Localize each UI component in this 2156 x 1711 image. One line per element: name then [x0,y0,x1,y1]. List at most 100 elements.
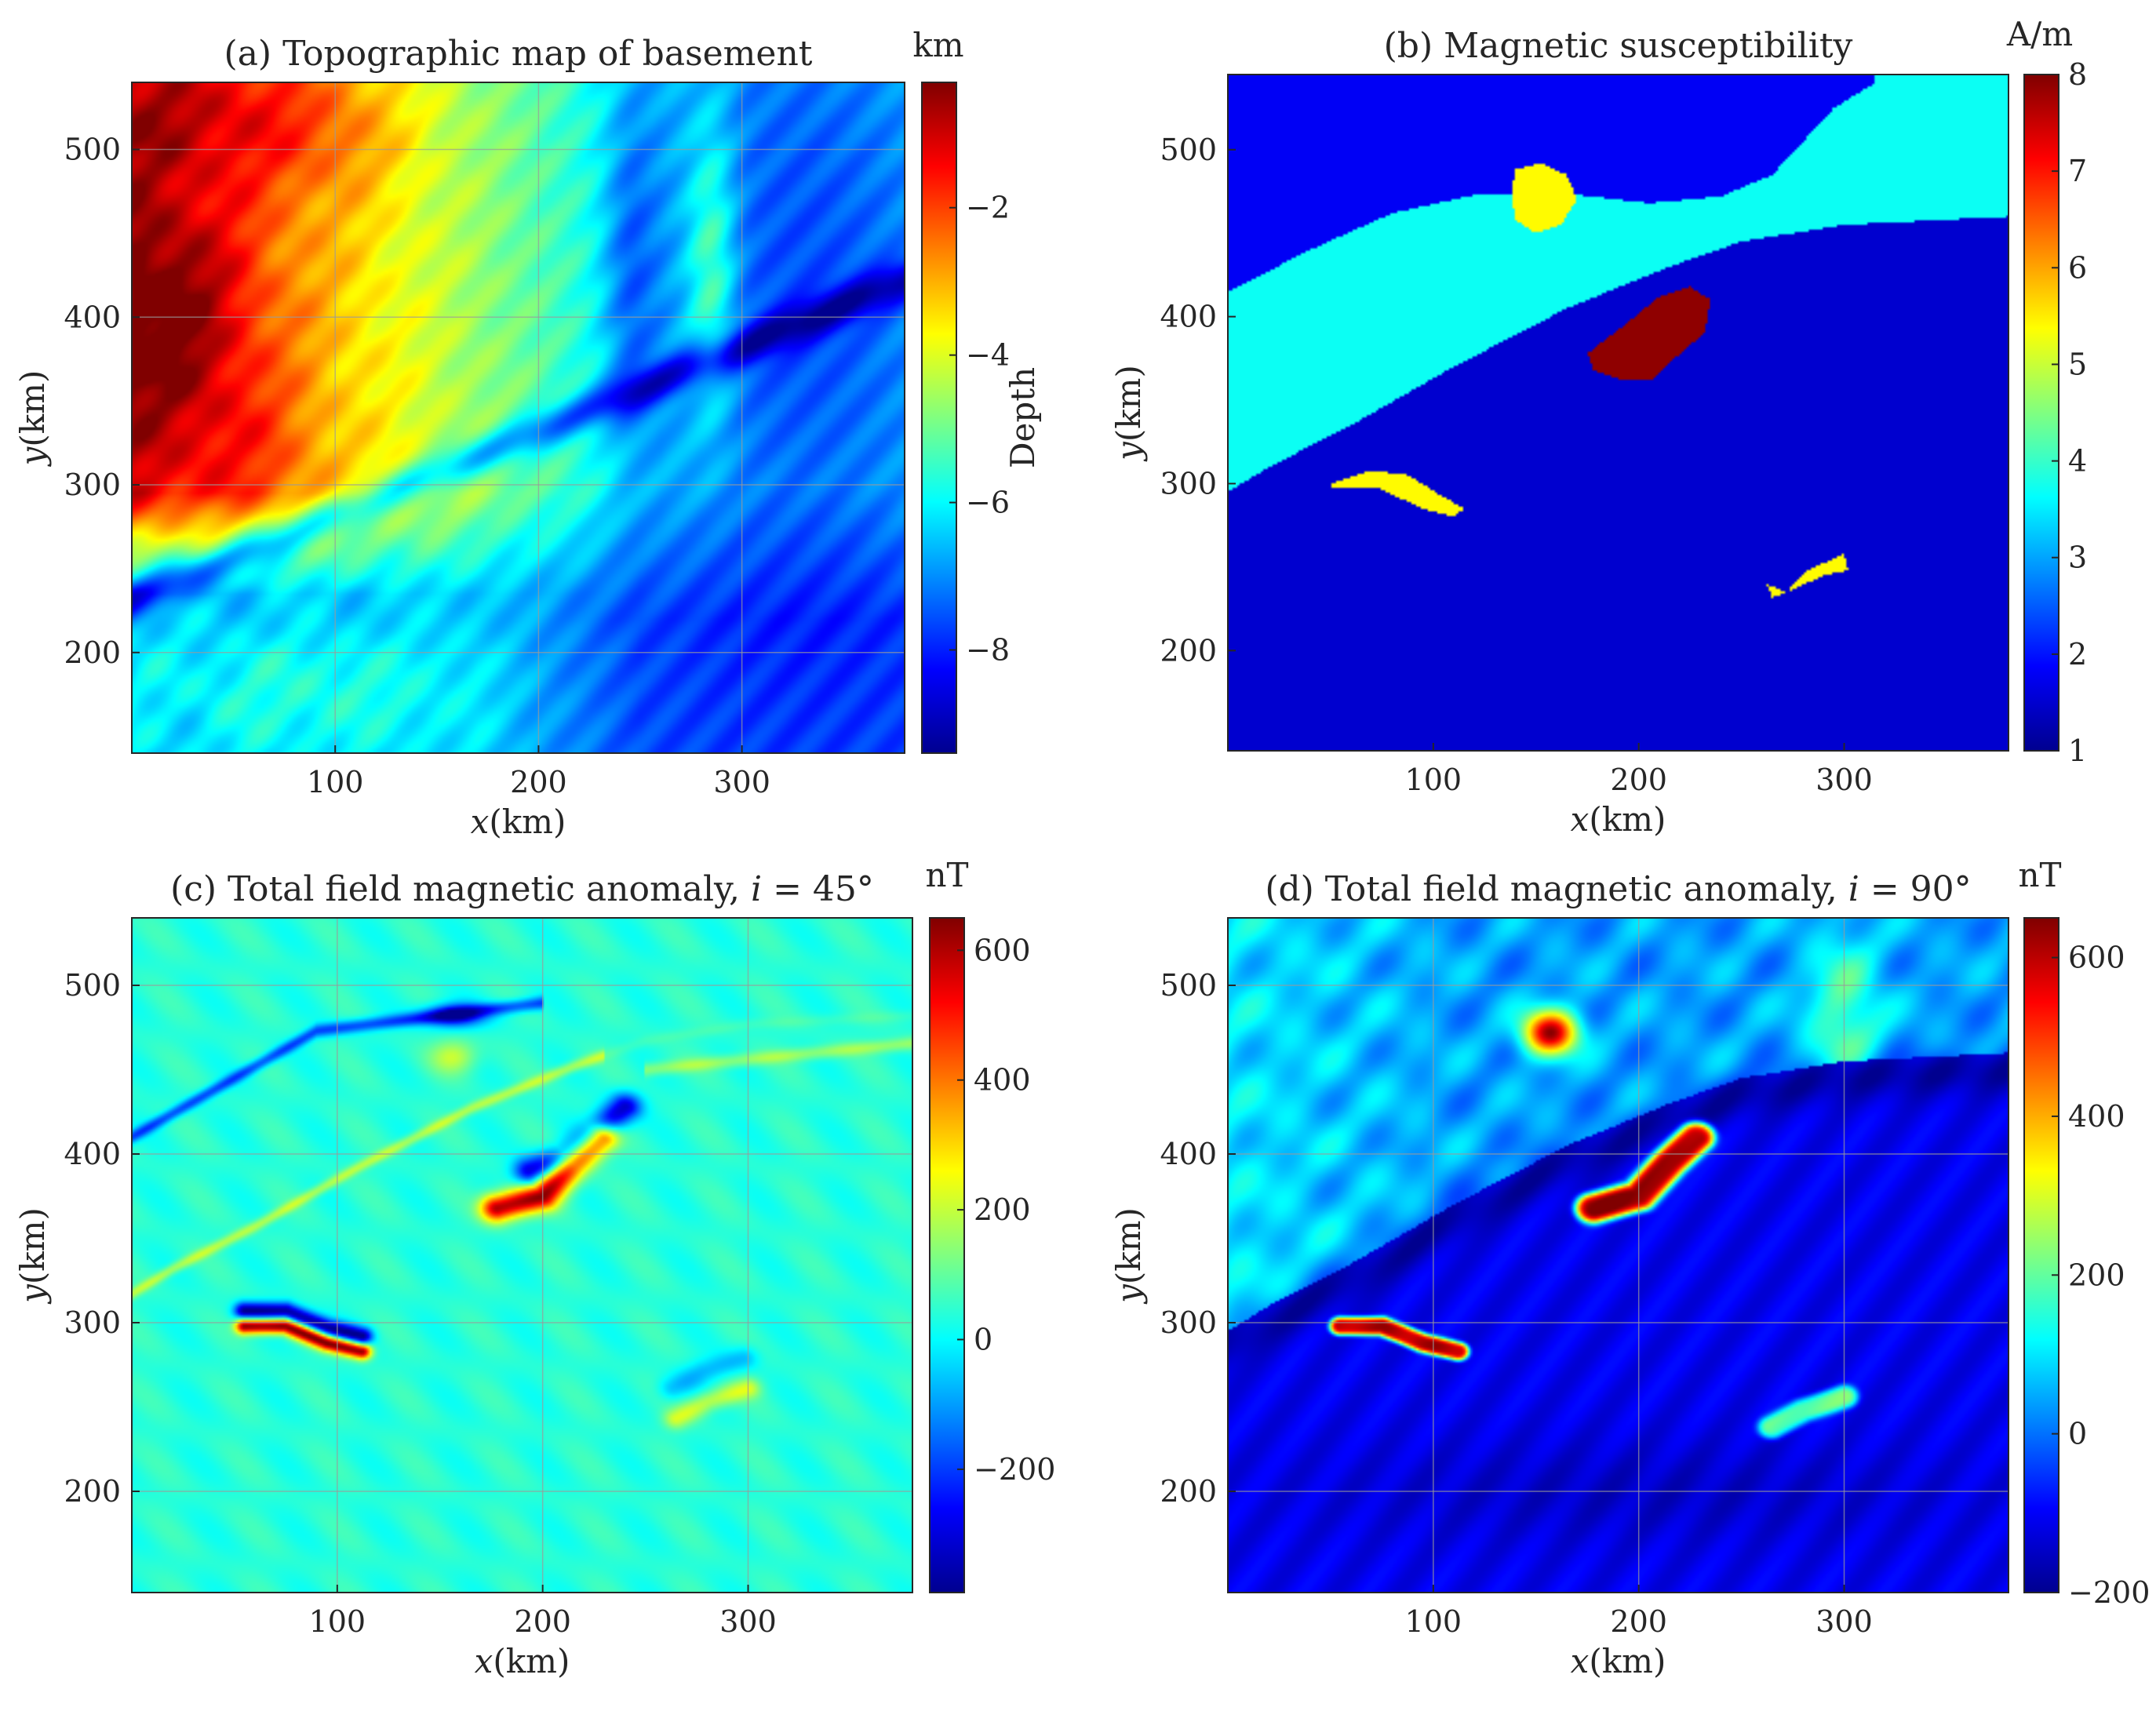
x-tick-label: 100 [1405,1604,1462,1639]
x-axis-label-var: x [1571,1642,1590,1680]
x-axis-label-unit: (km) [489,803,566,841]
y-axis-label-unit: (km) [1109,1207,1148,1284]
heatmap-b [1228,75,2009,751]
colorbar-tick-label: −200 [974,1452,1055,1487]
x-tick-label: 200 [514,1604,571,1639]
y-axis-label-c: y(km) [13,1207,52,1305]
x-tick-label: 200 [510,765,567,799]
title-math-var: i [1848,869,1859,909]
title-math-eq: = 45° [762,869,874,909]
x-tick-label: 200 [1610,763,1667,797]
y-axis-label-var: y [1109,1283,1148,1305]
colorbar-tick-label: 400 [2068,1099,2125,1134]
colorbar-tick-label: −2 [966,191,1010,225]
x-axis-label-unit: (km) [1589,800,1666,839]
y-axis-label-var: y [13,446,52,467]
y-axis-label-unit: (km) [13,1207,52,1284]
y-axis-label-a: y(km) [13,370,52,468]
colorbar-tick-label: 5 [2068,347,2087,381]
panel-c: 100 200 300 200 300 400 500 (c) Total field mag… [13,856,1055,1680]
axes-frame-d [1227,917,2009,1593]
x-axis-label-unit: (km) [493,1642,570,1680]
y-tick-label: 300 [64,1305,121,1340]
axes-frame-a [131,82,905,754]
y-tick-label: 200 [64,635,121,670]
y-tick-label: 400 [64,300,121,334]
chart-title-c: (c) Total field magnetic anomaly, i = 45… [170,869,874,909]
colorbar-tick-label: 600 [2068,941,2125,975]
x-tick-label: 300 [713,765,770,799]
x-tick-label: 100 [307,765,364,799]
colorbar-tick-label: 1 [2068,734,2087,768]
colorbar-tick-label: −6 [966,486,1010,520]
title-math-var: i [751,869,762,909]
heatmap-d [1228,918,2009,1593]
x-axis-label-var: x [1571,800,1590,839]
title-text: (c) Total field magnetic anomaly, [170,869,751,909]
y-axis-label-var: y [1109,441,1148,462]
x-tick-label: 200 [1610,1604,1667,1639]
x-axis-label-var: x [471,803,490,841]
y-tick-label: 400 [1160,300,1217,334]
colorbar-tick-label: 0 [974,1323,992,1357]
heatmap-a [132,82,905,753]
x-axis-label-b: x(km) [1571,800,1666,839]
y-tick-label: 300 [64,468,121,502]
panel-d: 100 200 300 200 300 400 500 (d) Total field mag… [1109,856,2150,1680]
title-text: (b) Magnetic susceptibility [1384,26,1853,66]
y-tick-label: 300 [1160,466,1217,501]
title-text: (d) Total field magnetic anomaly, [1265,869,1848,909]
colorbar-a [921,82,957,754]
y-tick-label: 500 [64,968,121,1003]
y-axis-label-d: y(km) [1109,1207,1148,1305]
x-tick-label: 300 [1815,1604,1873,1639]
colorbar-tick-label: 200 [2068,1258,2125,1292]
y-tick-label: 200 [1160,1474,1217,1509]
colorbar-tick-label: −8 [966,632,1010,667]
colorbar-tick-label: 7 [2068,154,2087,188]
chart-title-a: (a) Topographic map of basement [224,34,813,74]
colorbar-c [929,917,965,1593]
chart-title-d: (d) Total field magnetic anomaly, i = 90… [1265,869,1971,909]
y-tick-label: 500 [1160,133,1217,167]
panel-a: 100 200 300 200 300 400 500 (a) Topographic map… [13,26,1042,841]
y-axis-label-unit: (km) [13,370,52,447]
y-tick-label: 200 [64,1474,121,1509]
y-tick-label: 500 [64,133,121,167]
y-axis-label-var: y [13,1283,52,1305]
colorbar-tick-label: 0 [2068,1417,2087,1451]
x-tick-label: 100 [1405,763,1462,797]
x-tick-label: 300 [1815,763,1873,797]
colorbar-unit-c: nT [925,856,968,894]
x-tick-label: 300 [719,1604,777,1639]
x-axis-label-c: x(km) [475,1642,570,1680]
colorbar-unit-d: nT [2018,856,2061,894]
colorbar-d [2023,917,2059,1593]
x-axis-label-unit: (km) [1589,1642,1666,1680]
colorbar-b [2023,74,2059,752]
y-tick-label: 500 [1160,968,1217,1003]
x-tick-label: 100 [309,1604,366,1639]
axes-frame-c [131,917,913,1593]
y-tick-label: 400 [1160,1137,1217,1171]
colorbar-label-a: Depth [1003,367,1042,468]
colorbar-tick-label: 600 [974,933,1031,967]
colorbar-tick-label: 3 [2068,541,2087,575]
colorbar-tick-label: 6 [2068,250,2087,285]
colorbar-tick-label: −4 [966,338,1010,373]
y-axis-label-b: y(km) [1109,365,1148,462]
colorbar-tick-label: 8 [2068,57,2087,92]
chart-title-b: (b) Magnetic susceptibility [1384,26,1853,66]
y-axis-label-unit: (km) [1109,365,1148,442]
colorbar-tick-label: 400 [974,1063,1031,1098]
axes-frame-b [1227,74,2009,752]
colorbar-tick-label: 2 [2068,637,2087,672]
y-tick-label: 400 [64,1137,121,1171]
title-math-eq: = 90° [1859,869,1972,909]
panel-b: 100 200 300 200 300 400 500 (b) Magnetic suscep… [1109,15,2087,839]
colorbar-unit-b: A/m [2006,15,2073,53]
y-tick-label: 200 [1160,633,1217,668]
colorbar-unit-a: km [912,26,963,64]
colorbar-tick-label: 200 [974,1192,1031,1227]
